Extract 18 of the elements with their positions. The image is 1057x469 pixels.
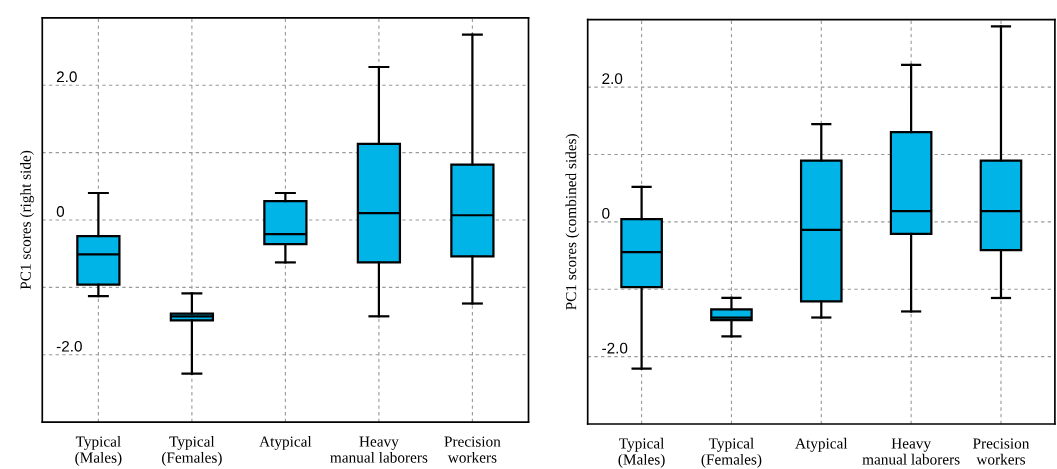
x-tick-label: Precision workers: [444, 436, 501, 463]
x-tick-label: Typical (Females): [701, 437, 762, 468]
x-tick-label: Typical (Males): [618, 437, 665, 468]
x-tick-label: Heavy manual laborers: [862, 438, 960, 465]
x-tick-label: Heavy manual laborers: [330, 436, 428, 463]
y-tick-label: 2.0: [56, 71, 77, 83]
y-axis-title: PC1 scores (right side): [20, 150, 34, 290]
y-tick-label: 2.0: [602, 73, 623, 85]
y-axis-title: PC1 scores (combined sides): [565, 134, 580, 310]
x-tick-label: Typical (Females): [162, 435, 222, 466]
y-tick-label: -2.0: [602, 342, 628, 354]
y-tick-label: -2.0: [56, 340, 82, 352]
y-tick-label: 0: [602, 208, 610, 219]
x-tick-label: Precision workers: [972, 438, 1030, 465]
x-tick-label: Atypical: [259, 435, 312, 450]
x-tick-label: Atypical: [795, 437, 848, 452]
y-tick-label: 0: [56, 206, 65, 217]
x-tick-label: Typical (Males): [75, 435, 122, 466]
